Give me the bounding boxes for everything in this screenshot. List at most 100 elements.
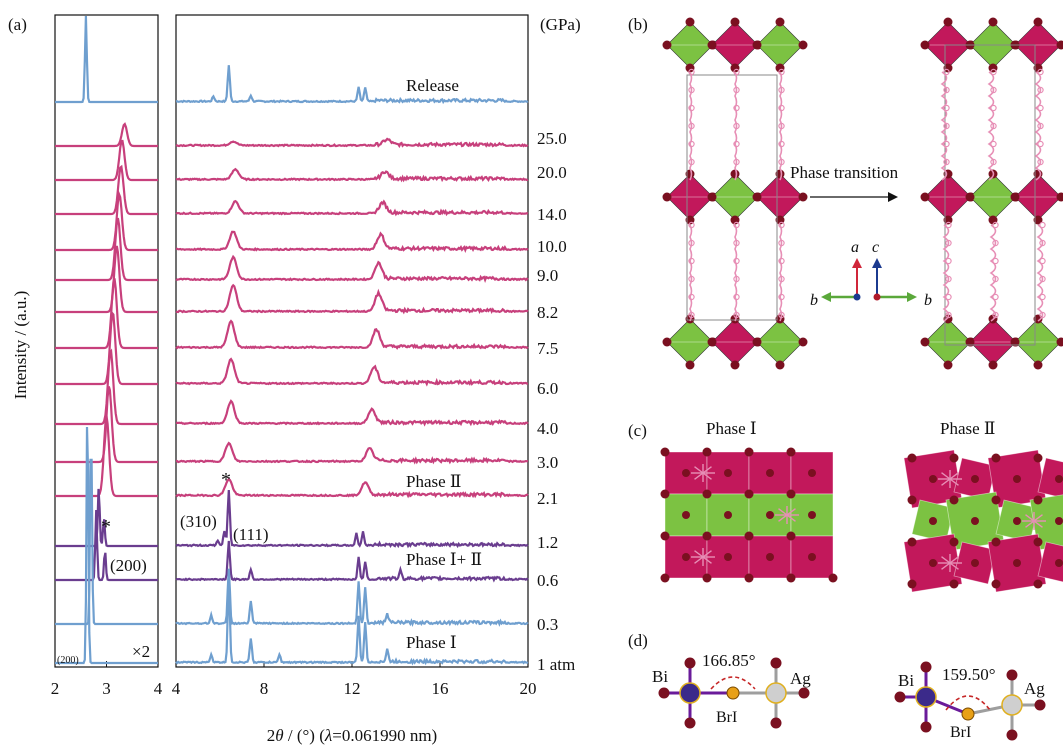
halide-atom xyxy=(949,579,959,589)
halide-atom xyxy=(920,337,930,347)
hkl-200-label: (200) xyxy=(110,556,147,575)
pressure-label: 0.6 xyxy=(537,571,558,590)
halide-atom xyxy=(730,17,740,27)
halide-atom xyxy=(1006,729,1018,741)
hkl-200-small-label: (200) xyxy=(57,655,79,666)
halide-atom xyxy=(988,17,998,27)
panel-label-c: (c) xyxy=(628,421,647,440)
halide-atom xyxy=(991,537,1001,547)
organic-atom xyxy=(1037,86,1044,94)
halide-atom xyxy=(1033,453,1043,463)
organic-atom xyxy=(778,311,785,319)
organic-atom xyxy=(990,86,997,94)
axis-a-label: a xyxy=(851,239,859,256)
organic-atom xyxy=(733,104,740,112)
organic-atom xyxy=(778,221,785,229)
halide-atom xyxy=(684,657,696,669)
organic-atom xyxy=(990,122,997,130)
xrd-trace-right xyxy=(175,230,529,254)
metal-atom xyxy=(971,559,979,567)
hkl-310-label: (310) xyxy=(180,512,217,531)
xrd-trace-right xyxy=(175,254,529,283)
organic-atom xyxy=(733,221,740,229)
organic-atom xyxy=(778,122,785,130)
halide-atom xyxy=(744,573,754,583)
organic-cation xyxy=(778,508,788,516)
halide-atom xyxy=(894,691,906,703)
organic-atom xyxy=(733,140,740,148)
xrd-trace-left xyxy=(55,217,158,282)
halide-atom xyxy=(786,447,796,457)
organic-atom xyxy=(778,68,785,76)
organic-atom xyxy=(688,68,695,76)
organic-cation xyxy=(694,550,704,558)
bi-atom xyxy=(679,682,701,704)
organic-atom xyxy=(990,158,997,166)
organic-atom xyxy=(943,86,950,94)
phase2-polyhedra-view xyxy=(903,449,1063,593)
ag-atom xyxy=(1001,694,1023,716)
xrd-trace-left xyxy=(55,458,158,626)
halide-atom xyxy=(943,215,953,225)
organic-atom xyxy=(733,68,740,76)
halide-atom xyxy=(1033,495,1043,505)
axis-b-left-label: b xyxy=(810,292,818,309)
halide-atom xyxy=(660,531,670,541)
halide-atom xyxy=(1033,579,1043,589)
right-x-tick-label: 16 xyxy=(432,679,449,698)
ag-atom xyxy=(765,682,787,704)
organic-atom xyxy=(945,293,952,301)
organic-atom xyxy=(778,140,785,148)
hkl-111-label: (111) xyxy=(233,525,269,544)
organic-atom xyxy=(992,221,999,229)
metal-atom xyxy=(724,553,732,561)
organic-atom xyxy=(688,293,695,301)
halide-atom xyxy=(730,360,740,370)
halide-atom xyxy=(702,531,712,541)
organic-cation-chain xyxy=(940,71,948,181)
organic-atom xyxy=(990,104,997,112)
organic-cation xyxy=(786,514,796,522)
organic-cation-chain xyxy=(734,224,738,322)
organic-atom xyxy=(992,257,999,265)
organic-atom xyxy=(1039,311,1046,319)
halide-atom xyxy=(730,63,740,73)
xrd-trace-right xyxy=(175,399,529,427)
organic-cation-chain xyxy=(1034,71,1042,181)
halide-atom xyxy=(907,537,917,547)
octahedron-face xyxy=(1037,457,1063,499)
halide-atom xyxy=(702,489,712,499)
organic-cation xyxy=(941,472,951,480)
halide-atom xyxy=(744,489,754,499)
organic-atom xyxy=(688,275,695,283)
halide-atom xyxy=(685,360,695,370)
halide-atom xyxy=(965,337,975,347)
organic-atom xyxy=(945,311,952,319)
halide-atom xyxy=(1056,40,1063,50)
axis-b-left-arrowhead xyxy=(821,292,831,302)
organic-atom xyxy=(688,257,695,265)
halide-atom xyxy=(660,573,670,583)
pressure-label: 9.0 xyxy=(537,266,558,285)
halide-atom xyxy=(662,192,672,202)
halide-atom xyxy=(828,573,838,583)
pressure-label: 8.2 xyxy=(537,303,558,322)
metal-atom xyxy=(1013,517,1021,525)
organic-cation xyxy=(941,556,951,564)
organic-atom xyxy=(733,311,740,319)
right-traces xyxy=(175,65,529,666)
xrd-trace-right xyxy=(175,477,529,499)
left-x-tick-label: 2 xyxy=(51,679,60,698)
organic-atom xyxy=(1039,221,1046,229)
halide-atom xyxy=(744,447,754,457)
d-angle-2: 159.50° xyxy=(942,665,996,684)
organic-cation xyxy=(702,550,712,558)
organic-cation xyxy=(694,472,704,480)
organic-atom xyxy=(1039,275,1046,283)
organic-cation xyxy=(949,562,959,570)
x-label-theta: θ xyxy=(275,726,283,745)
axis-b-right-arrowhead xyxy=(907,292,917,302)
organic-atom xyxy=(733,239,740,247)
halide-atom xyxy=(660,447,670,457)
pressure-label: 0.3 xyxy=(537,615,558,634)
